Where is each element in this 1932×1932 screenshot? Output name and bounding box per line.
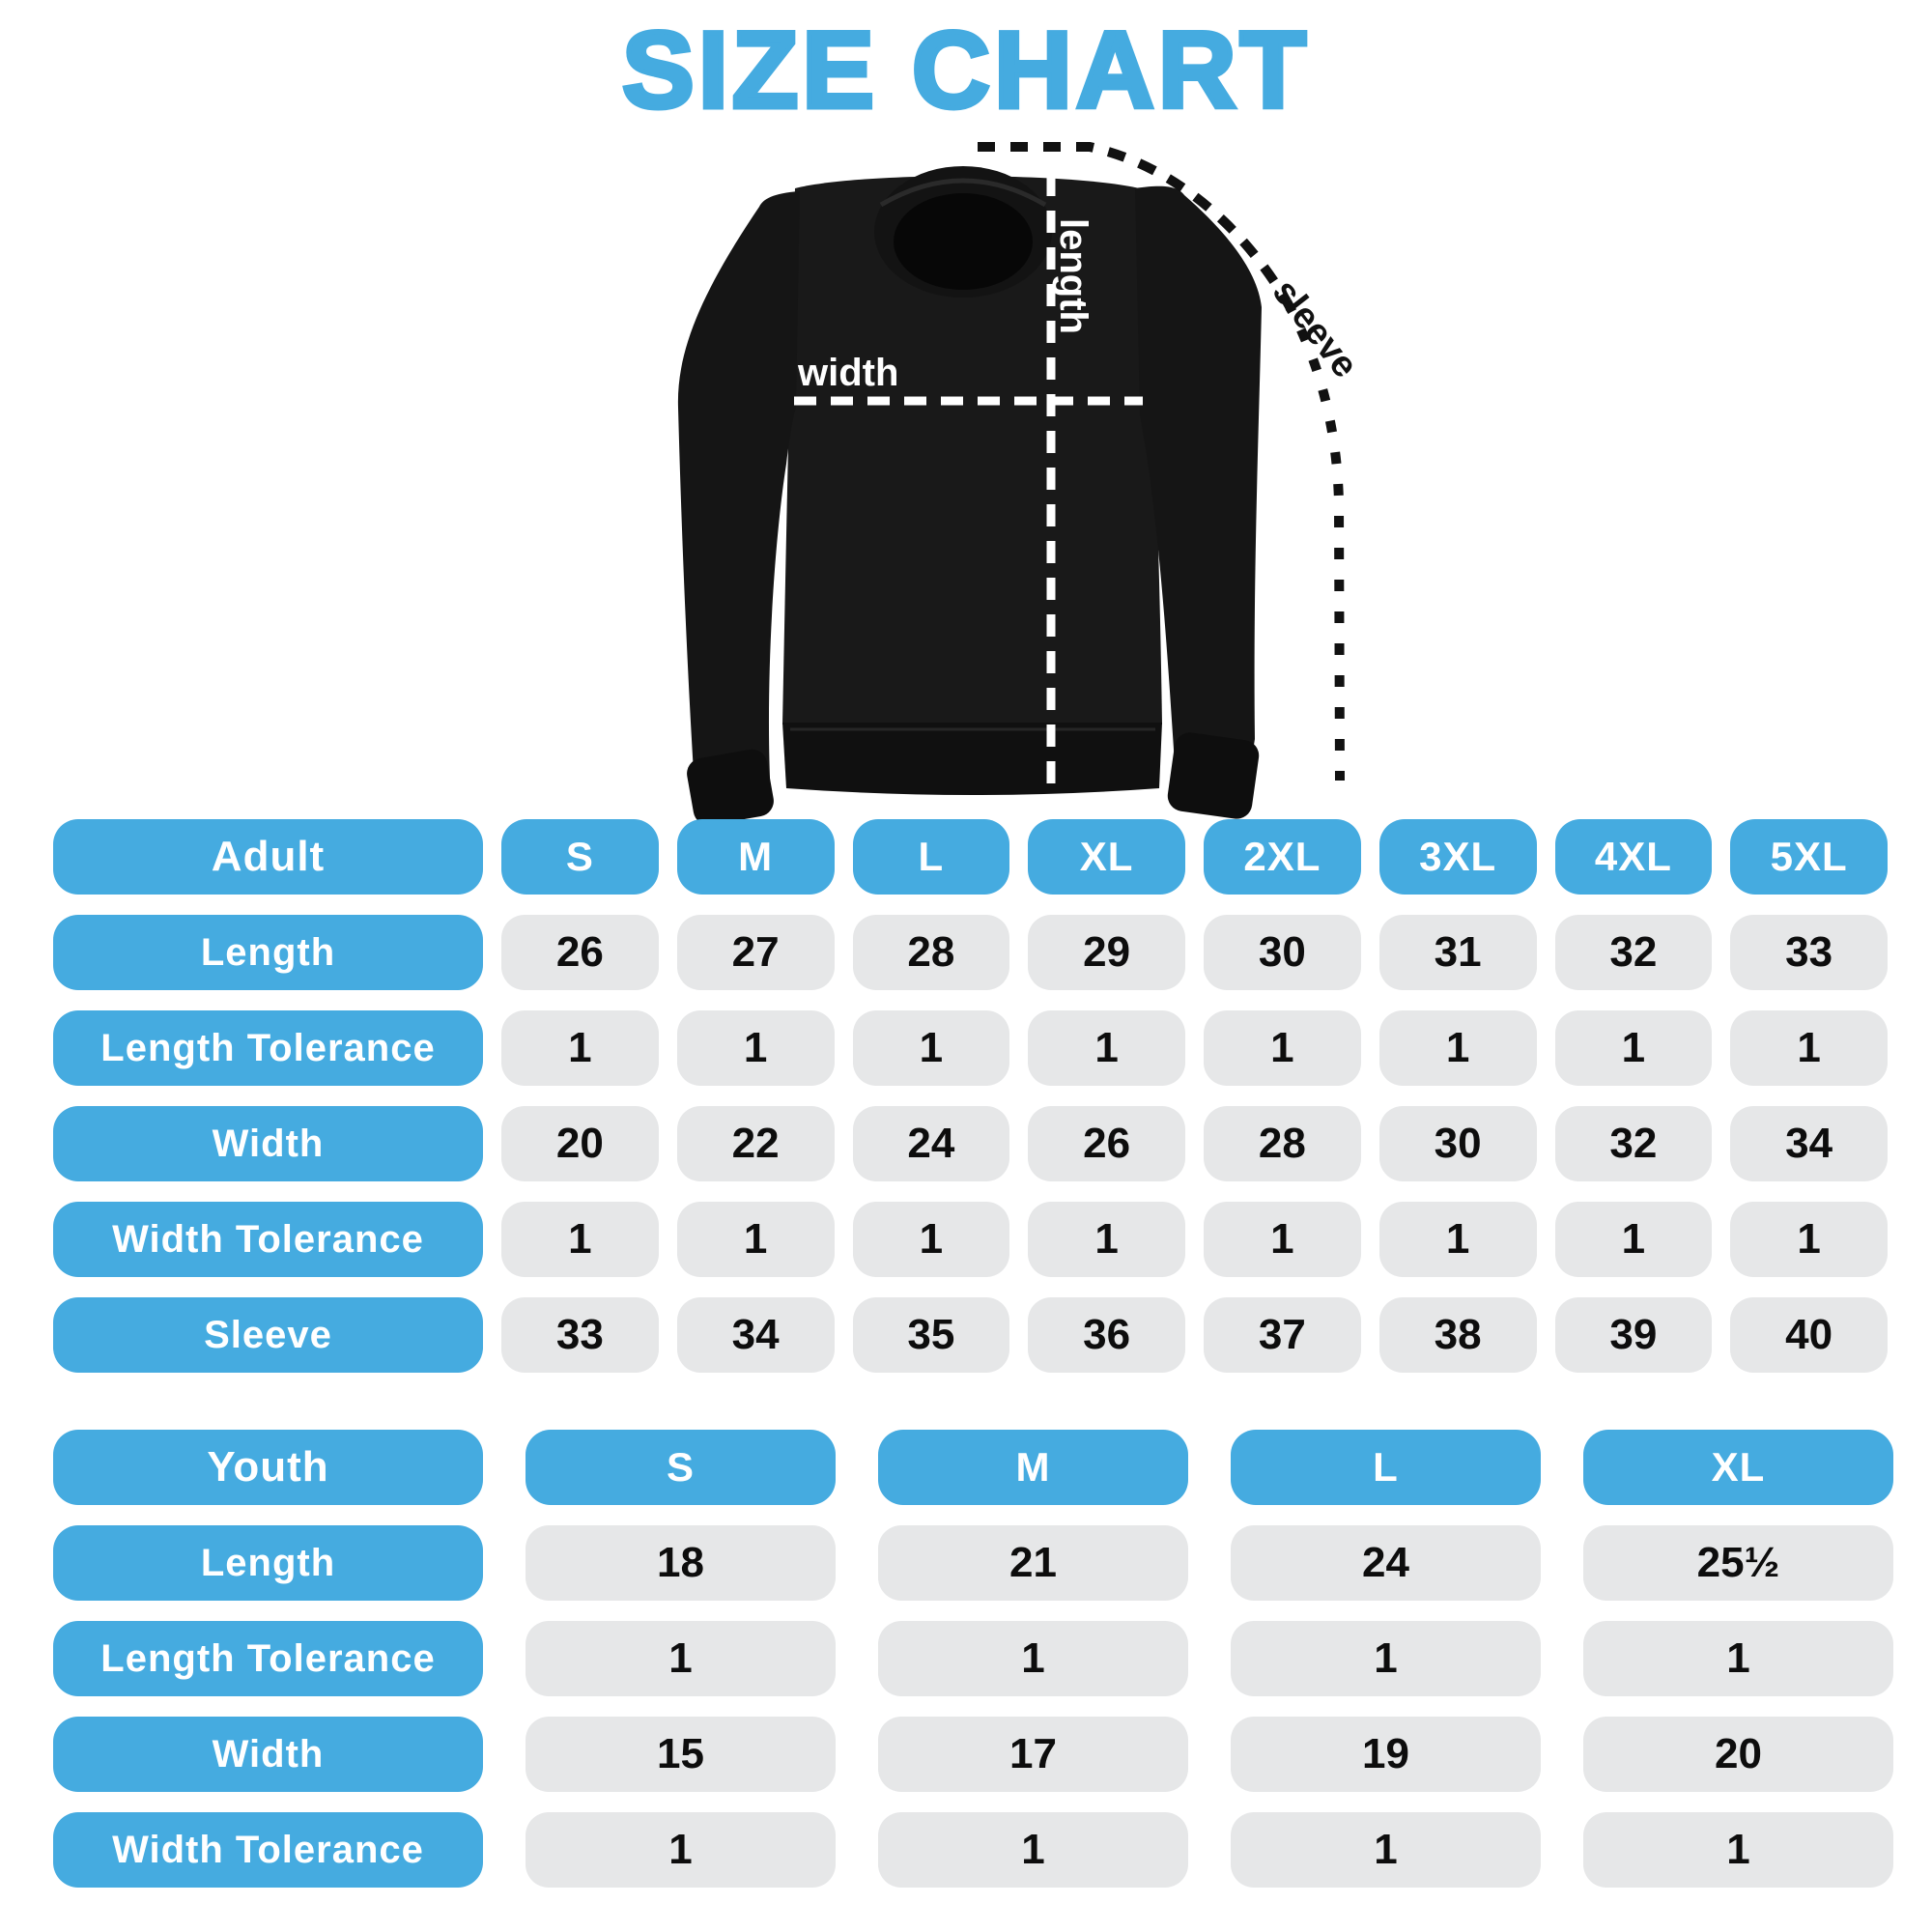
adult-col-header-4xl: 4XL <box>1554 819 1713 895</box>
adult-table-title: Adult <box>53 819 483 895</box>
cell-youth-lengthtol-m: 1 <box>878 1621 1188 1696</box>
cell-adult-widthtol-2xl: 1 <box>1204 1202 1361 1277</box>
cell-youth-widthtol-s: 1 <box>526 1812 836 1888</box>
cell-adult-widthtol-l: 1 <box>852 1202 1010 1277</box>
youth-col-header-xl: XL <box>1583 1430 1893 1505</box>
cell-adult-sleeve-5xl: 40 <box>1730 1297 1888 1373</box>
cell-youth-length-l: 24 <box>1231 1525 1541 1601</box>
adult-col-header-l: L <box>852 819 1010 895</box>
cell-adult-length-5xl: 33 <box>1730 915 1888 990</box>
cell-adult-length-4xl: 32 <box>1554 915 1713 990</box>
cell-adult-lengthtol-4xl: 1 <box>1554 1010 1713 1086</box>
cell-adult-width-xl: 26 <box>1028 1106 1185 1181</box>
page-title: SIZE CHART <box>620 8 1310 133</box>
left-cuff <box>687 749 774 826</box>
cell-adult-widthtol-s: 1 <box>501 1202 659 1277</box>
cell-youth-lengthtol-s: 1 <box>526 1621 836 1696</box>
cell-adult-length-m: 27 <box>676 915 835 990</box>
youth-col-header-m: M <box>878 1430 1188 1505</box>
cell-youth-width-s: 15 <box>526 1717 836 1792</box>
cell-adult-length-l: 28 <box>852 915 1010 990</box>
collar-rim <box>879 178 1047 208</box>
youth-table-title: Youth <box>53 1430 483 1505</box>
cell-adult-sleeve-3xl: 38 <box>1378 1297 1537 1373</box>
sweatshirt-right-sleeve <box>1135 185 1262 811</box>
cell-adult-width-m: 22 <box>676 1106 835 1181</box>
adult-col-header-xl: XL <box>1028 819 1185 895</box>
cell-adult-lengthtol-xl: 1 <box>1028 1010 1185 1086</box>
cell-adult-widthtol-5xl: 1 <box>1730 1202 1888 1277</box>
adult-row-label-sleeve: Sleeve <box>53 1297 483 1373</box>
sleeve-measure-line-top <box>978 142 1292 304</box>
adult-col-header-5xl: 5XL <box>1730 819 1888 895</box>
cell-adult-widthtol-m: 1 <box>676 1202 835 1277</box>
cell-adult-lengthtol-5xl: 1 <box>1730 1010 1888 1086</box>
cell-adult-length-xl: 29 <box>1028 915 1185 990</box>
cell-youth-lengthtol-l: 1 <box>1231 1621 1541 1696</box>
adult-size-table: Adult S M L XL 2XL 3XL 4XL 5XL Length 26… <box>53 819 1888 1373</box>
cell-adult-sleeve-l: 35 <box>852 1297 1010 1373</box>
sweatshirt-left-sleeve <box>677 191 800 813</box>
adult-col-header-2xl: 2XL <box>1204 819 1361 895</box>
sweatshirt-hem-band <box>782 723 1162 795</box>
cell-adult-widthtol-xl: 1 <box>1028 1202 1185 1277</box>
adult-row-label-length: Length <box>53 915 483 990</box>
cell-adult-width-3xl: 30 <box>1378 1106 1537 1181</box>
cell-adult-width-s: 20 <box>501 1106 659 1181</box>
cell-youth-width-l: 19 <box>1231 1717 1541 1792</box>
youth-size-table: Youth S M L XL Length 18 21 24 25½ Lengt… <box>53 1430 1893 1888</box>
youth-row-label-length: Length <box>53 1525 483 1601</box>
youth-col-header-l: L <box>1231 1430 1541 1505</box>
cell-adult-width-2xl: 28 <box>1204 1106 1361 1181</box>
cell-adult-lengthtol-l: 1 <box>852 1010 1010 1086</box>
sweatshirt-diagram: width length sleeve <box>677 142 1366 826</box>
cell-adult-widthtol-3xl: 1 <box>1378 1202 1537 1277</box>
cell-adult-widthtol-4xl: 1 <box>1554 1202 1713 1277</box>
cell-youth-widthtol-m: 1 <box>878 1812 1188 1888</box>
youth-row-label-length-tolerance: Length Tolerance <box>53 1621 483 1696</box>
cell-youth-lengthtol-xl: 1 <box>1583 1621 1893 1696</box>
adult-col-header-m: M <box>676 819 835 895</box>
cell-adult-lengthtol-3xl: 1 <box>1378 1010 1537 1086</box>
cell-youth-length-s: 18 <box>526 1525 836 1601</box>
cell-youth-length-xl: 25½ <box>1583 1525 1893 1601</box>
cell-adult-width-l: 24 <box>852 1106 1010 1181</box>
adult-col-header-3xl: 3XL <box>1378 819 1537 895</box>
width-label: width <box>797 352 898 394</box>
sleeve-measure-line-bottom <box>1282 298 1345 781</box>
length-label: length <box>1052 218 1094 334</box>
cell-youth-widthtol-xl: 1 <box>1583 1812 1893 1888</box>
cell-adult-sleeve-2xl: 37 <box>1204 1297 1361 1373</box>
cell-adult-length-3xl: 31 <box>1378 915 1537 990</box>
sweatshirt-torso <box>782 176 1162 724</box>
cell-youth-width-xl: 20 <box>1583 1717 1893 1792</box>
youth-row-label-width: Width <box>53 1717 483 1792</box>
cell-youth-width-m: 17 <box>878 1717 1188 1792</box>
cell-adult-sleeve-s: 33 <box>501 1297 659 1373</box>
cell-adult-lengthtol-s: 1 <box>501 1010 659 1086</box>
cell-adult-sleeve-m: 34 <box>676 1297 835 1373</box>
cell-adult-sleeve-xl: 36 <box>1028 1297 1185 1373</box>
youth-row-label-width-tolerance: Width Tolerance <box>53 1812 483 1888</box>
cell-adult-width-4xl: 32 <box>1554 1106 1713 1181</box>
cell-youth-widthtol-l: 1 <box>1231 1812 1541 1888</box>
cell-adult-sleeve-4xl: 39 <box>1554 1297 1713 1373</box>
cell-adult-lengthtol-m: 1 <box>676 1010 835 1086</box>
youth-col-header-s: S <box>526 1430 836 1505</box>
cell-adult-length-2xl: 30 <box>1204 915 1361 990</box>
cell-youth-length-m: 21 <box>878 1525 1188 1601</box>
cell-adult-width-5xl: 34 <box>1730 1106 1888 1181</box>
adult-row-label-length-tolerance: Length Tolerance <box>53 1010 483 1086</box>
right-cuff <box>1167 732 1260 819</box>
cell-adult-length-s: 26 <box>501 915 659 990</box>
cell-adult-lengthtol-2xl: 1 <box>1204 1010 1361 1086</box>
adult-row-label-width-tolerance: Width Tolerance <box>53 1202 483 1277</box>
adult-row-label-width: Width <box>53 1106 483 1181</box>
adult-col-header-s: S <box>501 819 659 895</box>
collar-inner <box>894 193 1033 290</box>
